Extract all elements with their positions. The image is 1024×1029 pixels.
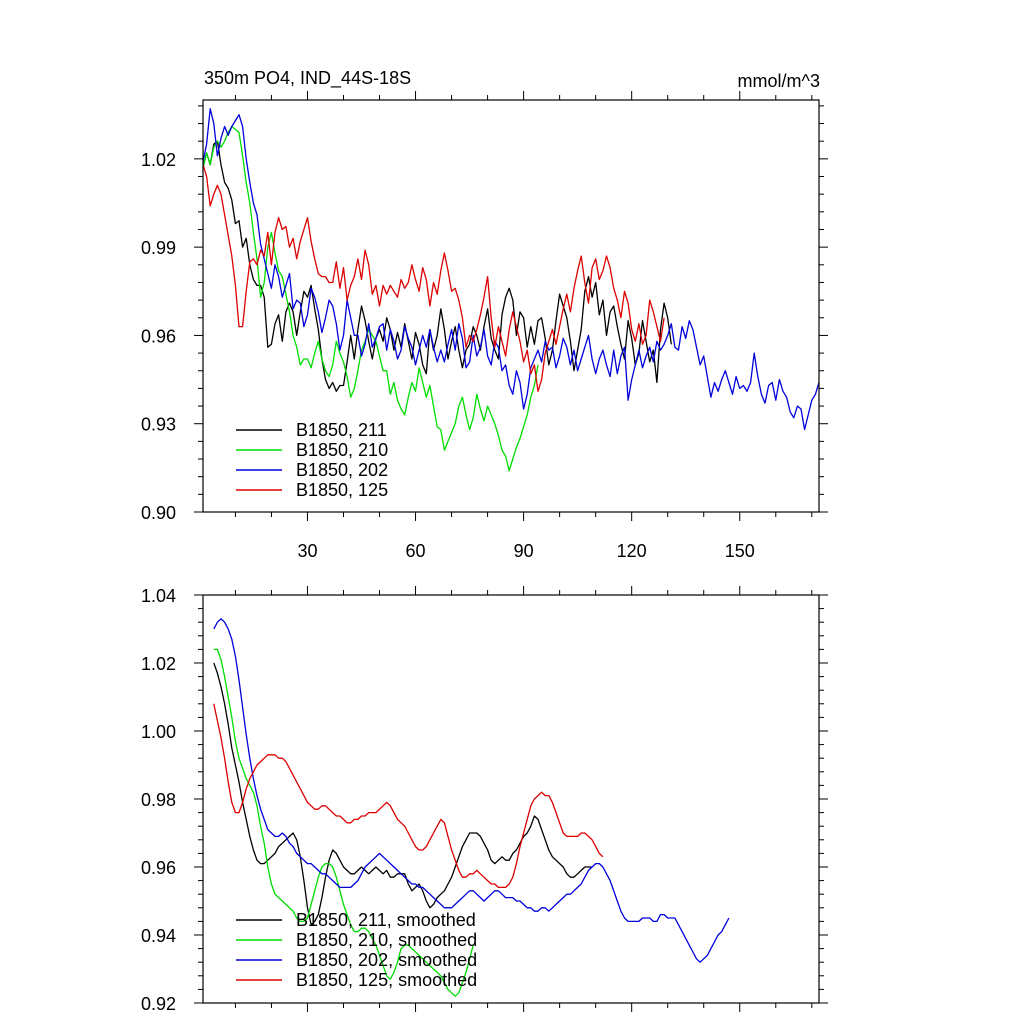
top-series-line-0 xyxy=(203,140,672,392)
bottom-series-line-2 xyxy=(213,618,730,963)
top-axes-ticks: 30 60 90 120 150 0.90 0.93 0.96 0.99 1.02 xyxy=(141,91,828,561)
top-plot-frame xyxy=(202,99,820,513)
bottom-y-tick-label: 1.04 xyxy=(141,586,176,606)
top-legend-label-2: B1850, 202 xyxy=(296,460,388,480)
top-legend-label-0: B1850, 211 xyxy=(296,420,387,440)
bottom-plot-frame xyxy=(202,594,820,1004)
bottom-y-tick-label: 0.96 xyxy=(141,858,176,878)
top-panel-title: 350m PO4, IND_44S-18S xyxy=(204,68,411,89)
bottom-legend-label-2: B1850, 202, smoothed xyxy=(296,950,477,970)
top-series-line-3 xyxy=(203,164,665,392)
bottom-y-tick-label: 1.02 xyxy=(141,654,176,674)
bottom-series-line-3 xyxy=(213,703,604,889)
bottom-y-tick-label: 1.00 xyxy=(141,722,176,742)
top-y-tick-label: 0.96 xyxy=(141,326,176,346)
top-x-tick-label: 30 xyxy=(297,541,317,561)
bottom-y-tick-label: 0.94 xyxy=(141,926,176,946)
top-y-tick-label: 1.02 xyxy=(141,150,176,170)
top-legend-label-3: B1850, 125 xyxy=(296,480,388,500)
top-x-tick-label: 60 xyxy=(406,541,426,561)
top-series-lines xyxy=(203,108,819,472)
top-panel-units: mmol/m^3 xyxy=(738,71,820,91)
bottom-axes-ticks: 0.92 0.94 0.96 0.98 1.00 1.02 1.04 xyxy=(141,586,828,1014)
top-panel: 350m PO4, IND_44S-18S mmol/m^3 30 60 90 120… xyxy=(141,68,828,561)
top-x-tick-label: 120 xyxy=(617,541,647,561)
bottom-series-lines xyxy=(213,618,730,997)
top-y-tick-label: 0.99 xyxy=(141,238,176,258)
bottom-y-tick-label: 0.92 xyxy=(141,994,176,1014)
bottom-legend-label-3: B1850, 125, smoothed xyxy=(296,970,477,990)
bottom-legend-label-0: B1850, 211, smoothed xyxy=(296,910,476,930)
top-x-tick-label: 150 xyxy=(725,541,755,561)
bottom-legend-label-1: B1850, 210, smoothed xyxy=(296,930,477,950)
top-series-line-2 xyxy=(203,108,819,431)
bottom-panel: 0.92 0.94 0.96 0.98 1.00 1.02 1.04 B1850, 211,… xyxy=(141,586,828,1014)
top-x-tick-label: 90 xyxy=(514,541,534,561)
bottom-series-line-1 xyxy=(213,648,474,997)
bottom-y-tick-label: 0.98 xyxy=(141,790,176,810)
top-y-tick-label: 0.93 xyxy=(141,415,176,435)
top-y-tick-label: 0.90 xyxy=(141,503,176,523)
bottom-series-line-0 xyxy=(213,662,593,926)
top-legend-label-1: B1850, 210 xyxy=(296,440,388,460)
